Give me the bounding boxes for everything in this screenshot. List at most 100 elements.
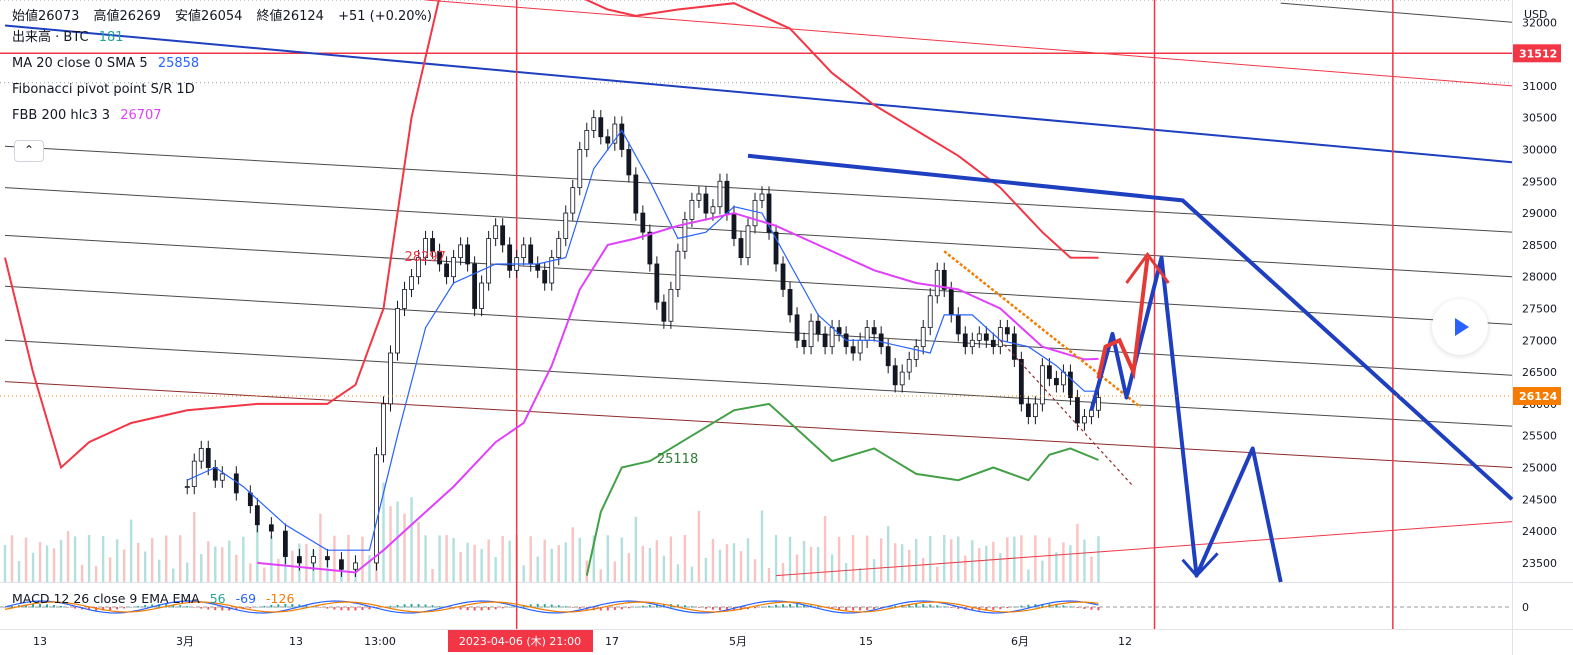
candle-body	[668, 289, 674, 322]
macd-legend[interactable]: MACD 12 26 close 9 EMA EMA 56 -69 -126	[12, 591, 300, 606]
candle-body	[388, 352, 393, 405]
candle	[605, 129, 611, 151]
candle	[801, 332, 807, 355]
legend-row-fbb[interactable]: FBB 200 hlc3 3 26707	[12, 106, 432, 132]
macd-hist	[817, 606, 820, 608]
volume-bar	[564, 542, 567, 582]
replay-button[interactable]	[1432, 299, 1488, 355]
candle	[745, 218, 751, 266]
candle-body	[710, 206, 716, 214]
candle	[640, 205, 646, 240]
macd-hist	[915, 604, 918, 608]
candle-body	[647, 231, 653, 265]
legend-name: FBB 200 hlc3 3	[12, 108, 111, 123]
trend-line-red	[425, 0, 1513, 87]
volume-bar	[1090, 556, 1093, 582]
volume-bar	[872, 559, 876, 582]
candle	[598, 110, 604, 145]
volume-bar	[830, 554, 834, 582]
candle	[787, 281, 793, 323]
candle-body	[458, 244, 464, 259]
candle	[402, 281, 407, 317]
candle	[1046, 358, 1052, 387]
macd-hist	[277, 604, 280, 608]
macd-hist	[1013, 606, 1016, 608]
candle-body	[423, 238, 428, 259]
candle-body	[444, 263, 449, 278]
macd-hist	[761, 606, 764, 608]
volume-bar	[319, 513, 322, 582]
arrow-head-blue	[1181, 552, 1219, 578]
candle-body	[906, 358, 912, 373]
macd-hist	[67, 607, 70, 608]
candle	[1096, 389, 1101, 418]
macd-value-2: -69	[235, 591, 257, 606]
macd-hist	[999, 607, 1002, 610]
macd-hist	[859, 607, 862, 611]
volume-bar	[1097, 536, 1100, 582]
macd-hist	[950, 607, 953, 608]
volume-bar	[809, 546, 813, 582]
collapse-legend-button[interactable]: ⌃	[14, 140, 44, 162]
support-line-red	[775, 521, 1513, 577]
macd-hist	[620, 607, 623, 610]
macd-hist	[501, 607, 504, 609]
macd-hist	[613, 607, 616, 610]
macd-hist	[599, 607, 602, 611]
volume-bar	[101, 535, 105, 582]
time-tick: 12	[1118, 635, 1132, 648]
candle-body	[430, 238, 435, 252]
candle-body	[1068, 371, 1073, 398]
macd-hist	[235, 607, 238, 611]
legend-row-fib[interactable]: Fibonacci pivot point S/R 1D	[12, 80, 432, 106]
low-label: 安値	[175, 9, 202, 24]
candle-body	[563, 212, 569, 239]
candle	[906, 351, 912, 380]
macd-hist	[305, 605, 308, 608]
candle	[500, 218, 506, 253]
volume-bar	[445, 535, 448, 582]
macd-hist	[992, 607, 995, 610]
candle-body	[521, 244, 527, 259]
candle	[654, 256, 660, 310]
candle	[969, 332, 975, 355]
macd-hist	[564, 606, 567, 608]
time-tick: 13	[33, 635, 47, 648]
candle	[465, 237, 471, 272]
volume-bar	[978, 547, 981, 582]
price-tag	[1513, 387, 1561, 406]
candle	[409, 269, 414, 298]
candle	[773, 224, 779, 272]
macd-hist	[852, 607, 855, 611]
macd-pane: 0	[0, 600, 1529, 614]
macd-hist	[200, 607, 203, 609]
macd-hist	[354, 607, 357, 611]
legend-row-volume[interactable]: 出来高 · BTC 181	[12, 28, 432, 54]
wedge-lower	[999, 339, 1134, 487]
candle-body	[913, 346, 919, 360]
candle	[542, 262, 548, 291]
macd-hist	[578, 607, 581, 609]
volume-bar	[1013, 536, 1016, 582]
candle-body	[212, 467, 218, 481]
volume-bar	[1048, 537, 1051, 582]
macd-hist	[487, 607, 490, 610]
candle	[325, 548, 330, 568]
macd-hist	[543, 604, 546, 608]
candle	[892, 358, 898, 393]
macd-hist	[838, 607, 841, 610]
volume-bar	[1083, 539, 1086, 582]
volume-bar	[87, 535, 91, 582]
candle-body	[696, 193, 702, 201]
macd-hist	[207, 607, 210, 610]
candle	[493, 218, 499, 247]
volume-bar	[620, 537, 624, 582]
legend-row-ma[interactable]: MA 20 close 0 SMA 5 25858	[12, 54, 432, 80]
volume-bar	[3, 545, 7, 582]
volume-bar	[45, 545, 49, 582]
macd-hist	[866, 607, 869, 610]
candle-body	[374, 454, 379, 564]
candle-body	[794, 314, 800, 341]
candle	[822, 326, 828, 355]
macd-hist	[333, 607, 336, 610]
